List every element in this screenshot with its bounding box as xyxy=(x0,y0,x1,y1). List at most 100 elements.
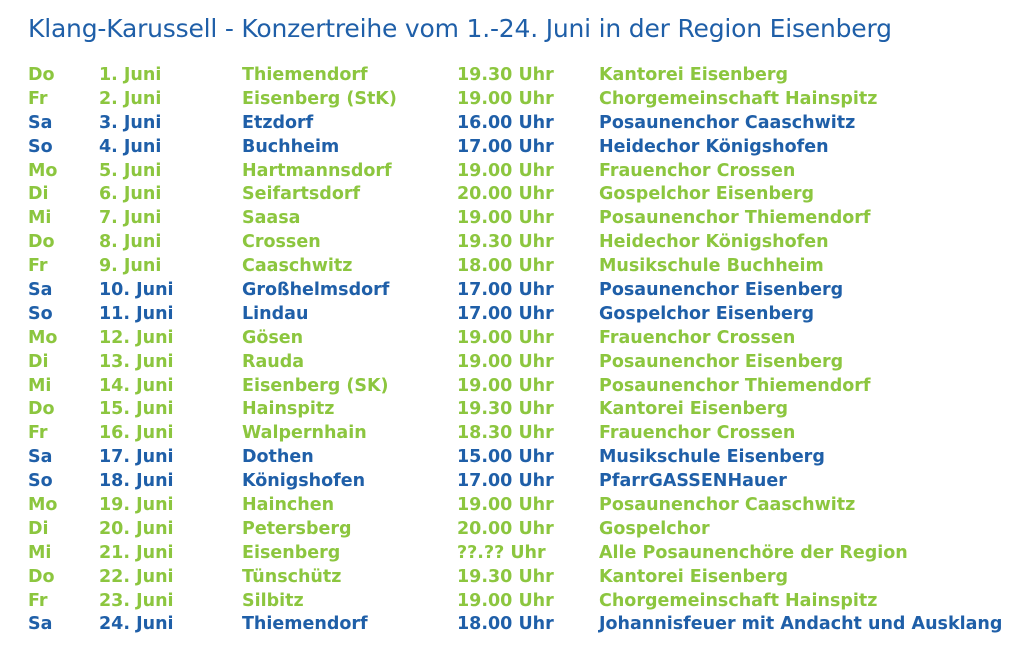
schedule-row: So 4. Juni Buchheim 17.00 Uhr Heidechor Köni… xyxy=(28,136,1008,160)
time-cell: 16.00 Uhr xyxy=(457,112,554,133)
location-cell: Etzdorf xyxy=(242,112,314,133)
schedule-row: Mi 14. Juni Eisenberg (SK) 19.00 Uhr Posaune… xyxy=(28,375,1008,399)
performer-cell: Gospelchor Eisenberg xyxy=(599,303,815,324)
date-cell: 10. Juni xyxy=(99,280,174,301)
schedule-row: Sa 24. Juni Thiemendorf 18.00 Uhr Johannisfe… xyxy=(28,613,1008,637)
time-cell: 19.00 Uhr xyxy=(457,590,554,611)
performer-cell: Posaunenchor Caaschwitz xyxy=(599,495,856,516)
schedule-row: Di 20. Juni Petersberg 20.00 Uhr Gospelchor xyxy=(28,518,1008,542)
schedule-row: So 11. Juni Lindau 17.00 Uhr Gospelchor Eise… xyxy=(28,303,1008,327)
date-cell: 16. Juni xyxy=(99,423,174,444)
date-cell: 6. Juni xyxy=(99,184,162,205)
date-cell: 23. Juni xyxy=(99,590,174,611)
performer-cell: Chorgemeinschaft Hainspitz xyxy=(599,590,878,611)
schedule-row: Mo 19. Juni Hainchen 19.00 Uhr Posaunenchor … xyxy=(28,494,1008,518)
schedule-row: Do 15. Juni Hainspitz 19.30 Uhr Kantorei Eis… xyxy=(28,398,1008,422)
performer-cell: Kantorei Eisenberg xyxy=(599,65,789,85)
date-cell: 15. Juni xyxy=(99,399,174,420)
schedule-row: Mi 21. Juni Eisenberg ??.?? Uhr Alle Posaune… xyxy=(28,542,1008,566)
weekday-cell: Mi xyxy=(28,375,52,396)
weekday-cell: Do xyxy=(28,566,55,587)
performer-cell: Posaunenchor Thiemendorf xyxy=(599,208,871,229)
location-cell: Walpernhain xyxy=(242,423,367,444)
weekday-cell: So xyxy=(28,471,53,492)
date-cell: 24. Juni xyxy=(99,614,174,635)
date-cell: 18. Juni xyxy=(99,471,174,492)
schedule-row: Mo 12. Juni Gösen 19.00 Uhr Frauenchor Cross… xyxy=(28,327,1008,351)
location-cell: Saasa xyxy=(242,208,301,229)
schedule-row: Sa 3. Juni Etzdorf 16.00 Uhr Posaunenchor Ca… xyxy=(28,112,1008,136)
date-cell: 7. Juni xyxy=(99,208,162,229)
date-cell: 11. Juni xyxy=(99,303,174,324)
weekday-cell: Di xyxy=(28,184,49,205)
date-cell: 2. Juni xyxy=(99,88,162,109)
time-cell: 18.00 Uhr xyxy=(457,614,554,635)
concert-schedule: Do 1. Juni Thiemendorf 19.30 Uhr Kantorei Ei… xyxy=(28,64,1008,637)
location-cell: Eisenberg xyxy=(242,542,341,563)
location-cell: Seifartsdorf xyxy=(242,184,361,205)
time-cell: 19.00 Uhr xyxy=(457,88,554,109)
schedule-row: Sa 17. Juni Dothen 15.00 Uhr Musikschule Eis… xyxy=(28,446,1008,470)
performer-cell: Heidechor Königshofen xyxy=(599,232,829,253)
location-cell: Petersberg xyxy=(242,518,352,539)
time-cell: 19.00 Uhr xyxy=(457,375,554,396)
weekday-cell: Di xyxy=(28,518,49,539)
performer-cell: Frauenchor Crossen xyxy=(599,423,796,444)
schedule-row: Di 6. Juni Seifartsdorf 20.00 Uhr Gospelchor… xyxy=(28,183,1008,207)
location-cell: Großhelmsdorf xyxy=(242,280,390,301)
location-cell: Tünschütz xyxy=(242,566,342,587)
schedule-row: Fr 23. Juni Silbitz 19.00 Uhr Chorgemeinscha… xyxy=(28,590,1008,614)
time-cell: 20.00 Uhr xyxy=(457,184,554,205)
time-cell: 19.00 Uhr xyxy=(457,208,554,229)
location-cell: Dothen xyxy=(242,447,314,468)
time-cell: 15.00 Uhr xyxy=(457,447,554,468)
time-cell: 19.30 Uhr xyxy=(457,232,554,253)
location-cell: Crossen xyxy=(242,232,321,253)
time-cell: 19.00 Uhr xyxy=(457,495,554,516)
weekday-cell: Fr xyxy=(28,88,48,109)
location-cell: Gösen xyxy=(242,327,304,348)
weekday-cell: Sa xyxy=(28,280,53,301)
weekday-cell: Sa xyxy=(28,614,53,635)
performer-cell: Posaunenchor Thiemendorf xyxy=(599,375,871,396)
performer-cell: Gospelchor Eisenberg xyxy=(599,184,815,205)
date-cell: 3. Juni xyxy=(99,112,162,133)
time-cell: 20.00 Uhr xyxy=(457,518,554,539)
location-cell: Hartmannsdorf xyxy=(242,160,392,181)
time-cell: 19.30 Uhr xyxy=(457,399,554,420)
schedule-row: Do 22. Juni Tünschütz 19.30 Uhr Kantorei Eis… xyxy=(28,566,1008,590)
performer-cell: Frauenchor Crossen xyxy=(599,327,796,348)
schedule-row: Mi 7. Juni Saasa 19.00 Uhr Posaunenchor Thie… xyxy=(28,207,1008,231)
time-cell: 17.00 Uhr xyxy=(457,136,554,157)
performer-cell: Johannisfeuer mit Andacht und Ausklang xyxy=(599,614,1003,635)
date-cell: 20. Juni xyxy=(99,518,174,539)
location-cell: Hainspitz xyxy=(242,399,335,420)
performer-cell: Kantorei Eisenberg xyxy=(599,566,789,587)
location-cell: Silbitz xyxy=(242,590,304,611)
time-cell: ??.?? Uhr xyxy=(457,542,546,563)
date-cell: 14. Juni xyxy=(99,375,174,396)
time-cell: 18.30 Uhr xyxy=(457,423,554,444)
location-cell: Lindau xyxy=(242,303,309,324)
weekday-cell: Sa xyxy=(28,112,53,133)
location-cell: Eisenberg (SK) xyxy=(242,375,389,396)
time-cell: 19.30 Uhr xyxy=(457,65,554,85)
date-cell: 13. Juni xyxy=(99,351,174,372)
performer-cell: Chorgemeinschaft Hainspitz xyxy=(599,88,878,109)
performer-cell: Heidechor Königshofen xyxy=(599,136,829,157)
performer-cell: Gospelchor xyxy=(599,518,710,539)
schedule-row: Mo 5. Juni Hartmannsdorf 19.00 Uhr Frauencho… xyxy=(28,160,1008,184)
page-title: Klang-Karussell - Konzertreihe vom 1.-24… xyxy=(28,14,892,43)
location-cell: Buchheim xyxy=(242,136,340,157)
schedule-row: Sa 10. Juni Großhelmsdorf 17.00 Uhr Posaunen… xyxy=(28,279,1008,303)
schedule-row: Do 8. Juni Crossen 19.30 Uhr Heidechor König… xyxy=(28,231,1008,255)
performer-cell: Posaunenchor Eisenberg xyxy=(599,280,844,301)
location-cell: Königshofen xyxy=(242,471,366,492)
date-cell: 8. Juni xyxy=(99,232,162,253)
weekday-cell: Do xyxy=(28,399,55,420)
date-cell: 12. Juni xyxy=(99,327,174,348)
time-cell: 19.30 Uhr xyxy=(457,566,554,587)
schedule-row: Fr 16. Juni Walpernhain 18.30 Uhr Frauenchor… xyxy=(28,422,1008,446)
schedule-row: Fr 2. Juni Eisenberg (StK) 19.00 Uhr Chorgem… xyxy=(28,88,1008,112)
date-cell: 9. Juni xyxy=(99,256,162,277)
